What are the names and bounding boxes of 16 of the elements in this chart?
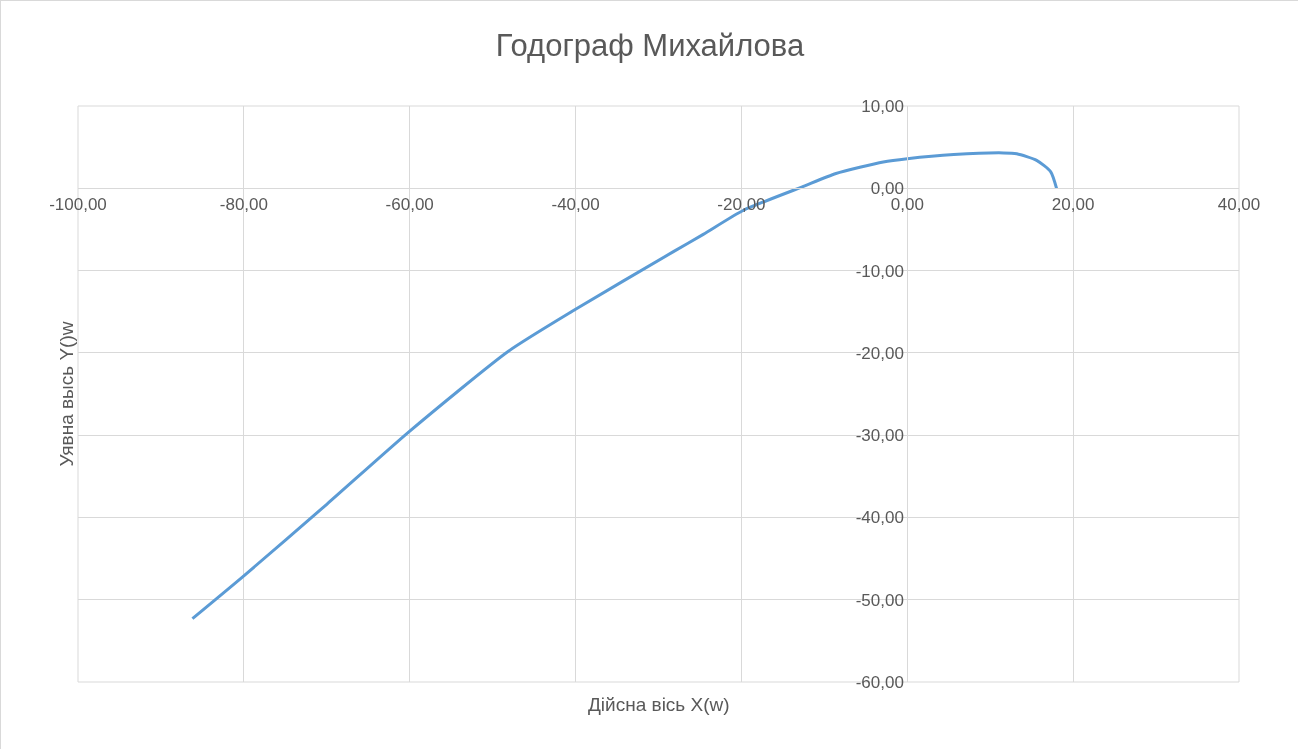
x-tick-label: 40,00 [1217,194,1261,214]
y-axis-title: Уявна высь Y()w [55,321,77,467]
y-tick-label: -30,00 [855,426,904,446]
y-tick-label: -10,00 [855,261,904,281]
x-tick-label: -60,00 [385,194,434,214]
chart-title: Годограф Михайлова [495,28,805,64]
x-tick-label: -100,00 [49,194,107,214]
y-tick-label: -50,00 [855,590,904,610]
y-tick-label: 10,00 [861,96,904,116]
x-axis-title: Дійсна вісь X(w) [588,694,730,715]
x-tick-label: -40,00 [551,194,600,214]
y-tick-label: -60,00 [855,672,904,692]
y-tick-label: -40,00 [855,508,904,528]
x-tick-label: 20,00 [1051,194,1095,214]
x-tick-label: -80,00 [219,194,268,214]
y-tick-label: -20,00 [855,343,904,363]
